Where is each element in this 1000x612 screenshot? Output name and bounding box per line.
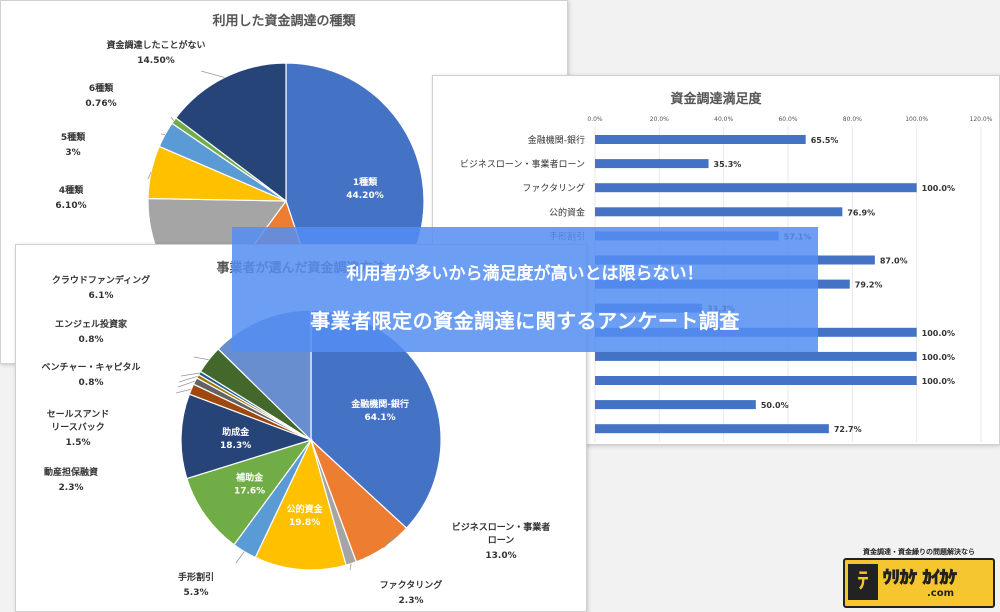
leader-line <box>170 116 175 121</box>
axis-tick-label: 100.0% <box>905 116 928 123</box>
bar-category-label: 金融機関-銀行 <box>528 134 585 146</box>
slice-value: 0.76% <box>85 99 116 109</box>
axis-tick-label: 20.0% <box>650 116 669 123</box>
bar <box>595 351 917 361</box>
slice-value: 19.8% <box>289 518 320 528</box>
bar <box>595 183 917 193</box>
bar-value-label: 72.7% <box>834 425 862 434</box>
bar <box>595 424 829 434</box>
bar-value-label: 100.0% <box>922 184 955 193</box>
pie-slice <box>186 438 313 546</box>
slice-label: 手形割引 <box>178 571 214 583</box>
slice-value: 14.50% <box>137 56 175 66</box>
slice-label: リースバック <box>51 422 105 433</box>
bar-value-label: 100.0% <box>922 377 955 386</box>
logo-mark-icon: ﾃ <box>848 564 878 600</box>
slice-value: 64.1% <box>364 413 395 423</box>
banner-title: 事業者限定の資金調達に関するアンケート調査 <box>310 309 740 333</box>
slice-label: 補助金 <box>235 472 264 484</box>
banner-subtitle: 利用者が多いから満足度が高いとは限らない！ <box>346 264 704 284</box>
bar-value-label: 65.5% <box>811 136 839 145</box>
bar-value-label: 50.0% <box>761 401 789 410</box>
slice-label: 公的資金 <box>287 503 324 515</box>
axis-tick-label: 120.0% <box>970 116 993 123</box>
bar <box>595 376 917 385</box>
slice-label: ベンチャー・キャピタル <box>42 361 141 373</box>
leader-line <box>383 534 397 549</box>
bar-value-label: 87.0% <box>880 257 908 266</box>
slice-value: 0.8% <box>79 378 104 388</box>
pie-slice <box>254 438 347 571</box>
leader-line <box>349 563 352 571</box>
slice-value: 44.20% <box>346 191 384 201</box>
slice-value: 3% <box>65 148 80 158</box>
pie-slice <box>180 393 313 480</box>
slice-value: 13.0% <box>485 551 516 561</box>
logo-tagline: 資金調達・資金繰りの問題解決なら <box>863 548 975 556</box>
bar-category-label: ファクタリング <box>522 182 585 194</box>
logo-badge: ﾃ ｳﾘｶｹ ｶｲｶｹ .com <box>843 558 995 608</box>
slice-value: 18.3% <box>220 441 251 451</box>
logo-domain: .com <box>927 588 955 599</box>
leader-line <box>235 551 245 564</box>
logo-wordmark-icon: ｳﾘｶｹ ｶｲｶｹ <box>883 568 958 589</box>
slice-value: 1.5% <box>66 438 91 448</box>
slice-value: 2.3% <box>399 596 424 606</box>
bar <box>595 400 756 410</box>
slice-label: 6種類 <box>89 82 114 94</box>
bar-category-label: 公的資金 <box>549 206 585 218</box>
slice-label: 金融機関-銀行 <box>350 398 409 410</box>
leader-line <box>160 133 166 135</box>
axis-tick-label: 0.0% <box>587 116 603 123</box>
leader-line <box>180 372 200 377</box>
leader-line <box>193 356 209 361</box>
slice-label: クラウドファンディング <box>52 274 150 286</box>
slice-label: エンジェル投資家 <box>55 318 128 330</box>
chart-title: 利用した資金調達の種類 <box>212 14 356 29</box>
slice-label: ローン <box>488 535 515 546</box>
slice-value: 2.3% <box>59 483 84 493</box>
slice-label: 5種類 <box>61 131 86 143</box>
slice-value: 6.10% <box>55 201 86 211</box>
slice-label: ファクタリング <box>380 579 443 591</box>
bar-value-label: 79.2% <box>855 281 883 290</box>
slice-value: 5.3% <box>184 588 209 598</box>
bar <box>595 135 806 144</box>
bar-value-label: 100.0% <box>922 329 955 338</box>
axis-tick-label: 40.0% <box>714 116 733 123</box>
slice-label: 資金調達したことがない <box>106 39 205 51</box>
axis-tick-label: 80.0% <box>843 116 862 123</box>
slice-label: 動産担保融資 <box>44 466 98 478</box>
chosen-methods-pie: 金融機関-銀行 64.1% ビジネスローン・事業者ローン 13.0% ファクタリング 2.… <box>42 274 551 606</box>
axis-tick-label: 60.0% <box>778 116 797 123</box>
chart-title: 資金調達満足度 <box>670 92 762 107</box>
slice-label: ビジネスローン・事業者 <box>452 521 551 533</box>
headline-banner: 利用者が多いから満足度が高いとは限らない！ 事業者限定の資金調達に関するアンケー… <box>232 227 818 352</box>
slice-value: 17.6% <box>234 487 265 497</box>
slice-label: 助成金 <box>222 426 250 438</box>
slice-label: 4種類 <box>59 184 84 196</box>
leader-line <box>178 375 198 383</box>
site-logo[interactable]: 資金調達・資金繰りの問題解決なら ﾃ ｳﾘｶｹ ｶｲｶｹ .com <box>843 547 995 608</box>
bar <box>595 159 709 169</box>
slice-label: セールスアンド <box>47 409 110 420</box>
bar <box>595 207 843 217</box>
bar-value-label: 35.3% <box>714 160 742 169</box>
slice-value: 0.8% <box>79 335 104 345</box>
leader-line <box>177 380 196 388</box>
slice-value: 6.1% <box>89 291 114 301</box>
bar-category-label: ビジネスローン・事業者ローン <box>460 158 585 170</box>
bar-value-label: 76.9% <box>847 208 875 217</box>
leader-line <box>147 171 152 180</box>
slice-label: 1種類 <box>353 176 378 188</box>
leader-line <box>200 70 225 78</box>
bar-value-label: 100.0% <box>922 353 955 362</box>
leader-line <box>175 388 192 394</box>
